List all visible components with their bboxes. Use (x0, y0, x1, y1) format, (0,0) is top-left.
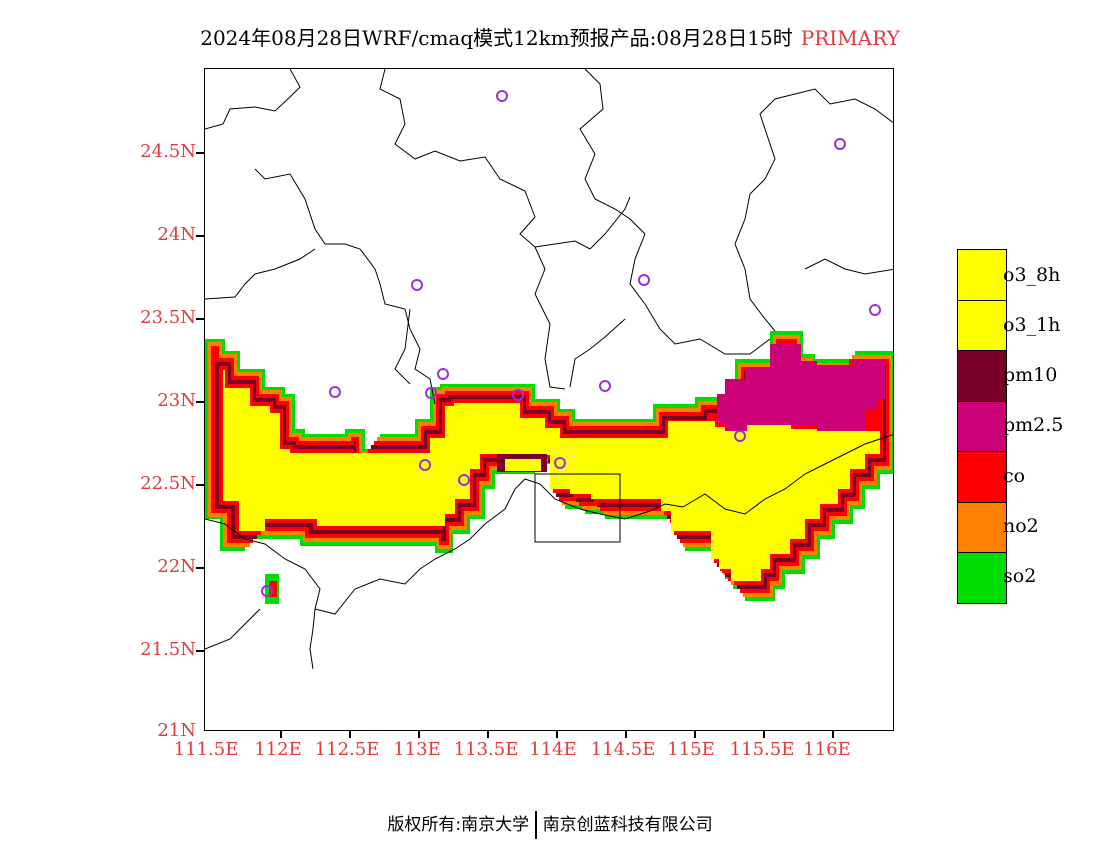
xtick-label: 116E (803, 739, 851, 760)
ytick-mark (196, 318, 204, 320)
xtick-label: 113E (393, 739, 441, 760)
ytick-mark (196, 152, 204, 154)
ytick-label: 24.5N (140, 141, 196, 162)
xtick-mark (832, 731, 834, 738)
ytick-label: 23.5N (140, 307, 196, 328)
xtick-label: 114.5E (590, 739, 656, 760)
pollutant-legend (957, 249, 1007, 604)
legend-label: co (1003, 465, 1026, 487)
map-title: 2024年08月28日WRF/cmaq模式12km预报产品:08月28日15时 P… (0, 22, 1100, 51)
xtick-mark (625, 731, 627, 738)
map-canvas (205, 69, 893, 670)
xtick-mark (280, 731, 282, 738)
ytick-label: 21N (157, 720, 196, 741)
xtick-label: 112E (254, 739, 302, 760)
legend-swatch-pm10 (958, 351, 1006, 402)
xtick-label: 111.5E (173, 739, 239, 760)
xtick-mark (487, 731, 489, 738)
xtick-label: 113.5E (453, 739, 519, 760)
xtick-mark (418, 731, 420, 738)
ytick-mark (196, 484, 204, 486)
boundary-lines (205, 69, 893, 670)
ytick-mark (196, 401, 204, 403)
ytick-mark (196, 567, 204, 569)
ytick-mark (196, 235, 204, 237)
legend-swatch-co (958, 452, 1006, 503)
xtick-label: 114E (529, 739, 577, 760)
ytick-label: 23N (157, 390, 196, 411)
xtick-mark (556, 731, 558, 738)
legend-label: pm10 (1003, 364, 1058, 386)
footer-right: 南京创蓝科技有限公司 (542, 815, 713, 835)
xtick-label: 115E (667, 739, 715, 760)
legend-label: pm2.5 (1003, 414, 1064, 436)
primary-pollutant-fill (205, 314, 893, 604)
legend-label: so2 (1003, 565, 1037, 587)
legend-swatch-o3_1h (958, 300, 1006, 351)
ytick-label: 22N (157, 556, 196, 577)
legend-swatch-so2 (958, 553, 1006, 603)
title-main: 2024年08月28日WRF/cmaq模式12km预报产品:08月28日15时 (200, 26, 793, 50)
xtick-mark (763, 731, 765, 738)
ytick-label: 22.5N (140, 473, 196, 494)
legend-swatch-pm25 (958, 401, 1006, 452)
xtick-mark (349, 731, 351, 738)
copyright-footer: 版权所有:南京大学 南京创蓝科技有限公司 (0, 810, 1100, 839)
legend-label: no2 (1003, 515, 1039, 537)
xtick-label: 115.5E (729, 739, 795, 760)
footer-left: 版权所有:南京大学 (387, 815, 530, 835)
station-markers (261, 90, 881, 597)
title-tag: PRIMARY (800, 26, 900, 50)
footer-separator (535, 811, 537, 839)
legend-label: o3_1h (1003, 314, 1061, 336)
ytick-label: 24N (157, 224, 196, 245)
ytick-label: 21.5N (140, 639, 196, 660)
legend-swatch-o3_8h (958, 250, 1006, 301)
legend-label: o3_8h (1003, 264, 1061, 286)
forecast-map[interactable] (204, 68, 894, 731)
xtick-label: 112.5E (314, 739, 380, 760)
ytick-mark (196, 650, 204, 652)
legend-swatch-no2 (958, 502, 1006, 553)
xtick-mark (694, 731, 696, 738)
